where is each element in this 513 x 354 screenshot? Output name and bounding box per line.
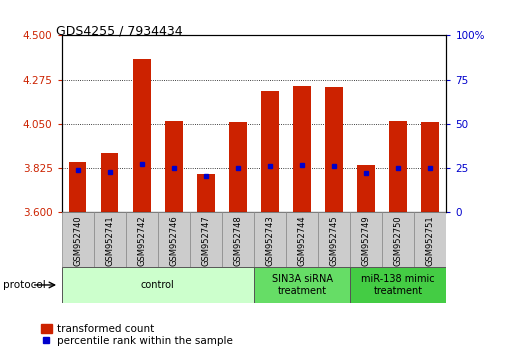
Bar (350, 212, 382, 267)
Bar (133, 59, 150, 212)
Bar (158, 212, 190, 267)
Text: GSM952742: GSM952742 (137, 215, 146, 266)
Text: control: control (141, 280, 174, 290)
Bar (93, 212, 126, 267)
Bar (165, 121, 183, 212)
Bar (190, 212, 222, 267)
Bar (415, 212, 446, 267)
Text: SIN3A siRNA
treatment: SIN3A siRNA treatment (271, 274, 332, 296)
Text: GSM952747: GSM952747 (201, 215, 210, 266)
Bar (62, 212, 93, 267)
Bar (318, 212, 350, 267)
Text: GSM952749: GSM952749 (362, 215, 371, 266)
Bar (254, 267, 350, 303)
Text: GSM952750: GSM952750 (393, 215, 403, 266)
Text: GSM952751: GSM952751 (426, 215, 435, 266)
Bar (254, 212, 286, 267)
Bar (197, 174, 214, 212)
Legend: transformed count, percentile rank within the sample: transformed count, percentile rank withi… (41, 324, 232, 347)
Bar (261, 91, 279, 212)
Bar (126, 212, 158, 267)
Bar (222, 212, 254, 267)
Text: GSM952741: GSM952741 (105, 215, 114, 266)
Bar (229, 122, 247, 212)
Text: GDS4255 / 7934434: GDS4255 / 7934434 (56, 25, 183, 38)
Text: GSM952745: GSM952745 (329, 215, 339, 266)
Bar (325, 86, 343, 212)
Text: GSM952746: GSM952746 (169, 215, 179, 266)
Bar (286, 212, 318, 267)
Bar (382, 212, 415, 267)
Text: miR-138 mimic
treatment: miR-138 mimic treatment (361, 274, 435, 296)
Bar (69, 162, 86, 212)
Bar (350, 267, 446, 303)
Text: protocol: protocol (3, 280, 45, 290)
Text: GSM952743: GSM952743 (265, 215, 274, 266)
Text: GSM952740: GSM952740 (73, 215, 82, 266)
Bar (358, 165, 375, 212)
Bar (293, 86, 311, 212)
Text: GSM952744: GSM952744 (298, 215, 307, 266)
Text: GSM952748: GSM952748 (233, 215, 243, 266)
Bar (389, 121, 407, 212)
Bar (422, 122, 439, 212)
Bar (101, 153, 119, 212)
Bar (62, 267, 254, 303)
